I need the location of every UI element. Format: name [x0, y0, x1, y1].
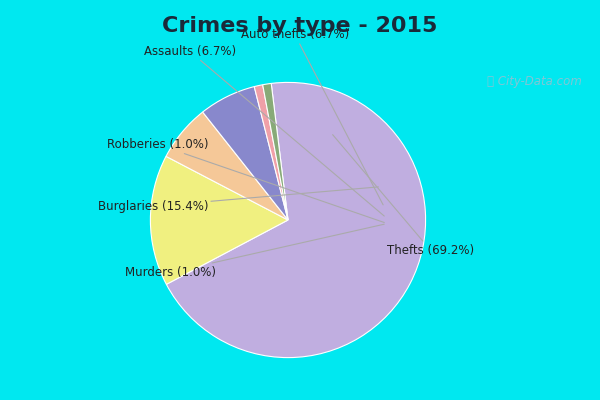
Text: Murders (1.0%): Murders (1.0%) — [125, 224, 384, 279]
Text: ⓘ City-Data.com: ⓘ City-Data.com — [487, 74, 582, 88]
Text: Burglaries (15.4%): Burglaries (15.4%) — [98, 187, 379, 213]
Text: Auto thefts (6.7%): Auto thefts (6.7%) — [241, 28, 383, 205]
Text: Robberies (1.0%): Robberies (1.0%) — [107, 138, 384, 222]
Wedge shape — [166, 82, 425, 358]
Wedge shape — [166, 112, 288, 220]
Text: Crimes by type - 2015: Crimes by type - 2015 — [163, 16, 437, 36]
Text: Assaults (6.7%): Assaults (6.7%) — [143, 45, 384, 216]
Wedge shape — [263, 84, 288, 220]
Text: Thefts (69.2%): Thefts (69.2%) — [332, 135, 474, 257]
Wedge shape — [151, 156, 288, 284]
Wedge shape — [254, 85, 288, 220]
Wedge shape — [203, 87, 288, 220]
